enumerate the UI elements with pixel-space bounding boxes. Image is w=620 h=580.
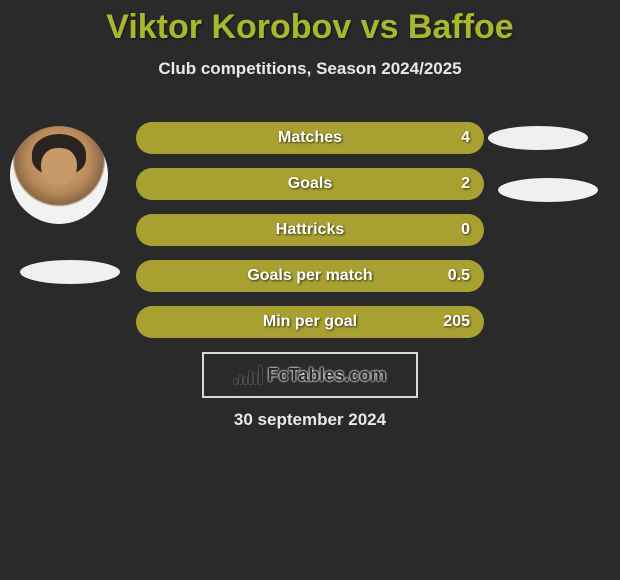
stat-value: 2 bbox=[461, 175, 470, 193]
stat-bar: Goals per match 0.5 bbox=[136, 260, 484, 292]
page-title: Viktor Korobov vs Baffoe bbox=[0, 0, 620, 47]
stat-bar: Min per goal 205 bbox=[136, 306, 484, 338]
stat-value: 0.5 bbox=[448, 267, 470, 285]
fctables-logo: FcTables.com bbox=[202, 352, 418, 398]
stat-bar: Hattricks 0 bbox=[136, 214, 484, 246]
stat-bar: Goals 2 bbox=[136, 168, 484, 200]
logo-text: FcTables.com bbox=[268, 365, 387, 386]
stat-label: Hattricks bbox=[276, 221, 344, 239]
stat-label: Goals bbox=[288, 175, 332, 193]
stat-label: Goals per match bbox=[247, 267, 372, 285]
avatar-shadow-right-1 bbox=[488, 126, 588, 150]
player-avatar-left bbox=[10, 126, 108, 224]
stat-bar: Matches 4 bbox=[136, 122, 484, 154]
stats-bars: Matches 4 Goals 2 Hattricks 0 Goals per … bbox=[136, 122, 484, 352]
stat-label: Matches bbox=[278, 129, 342, 147]
avatar-shadow-right-2 bbox=[498, 178, 598, 202]
stat-value: 0 bbox=[461, 221, 470, 239]
stat-value: 4 bbox=[461, 129, 470, 147]
stat-value: 205 bbox=[443, 313, 470, 331]
subtitle: Club competitions, Season 2024/2025 bbox=[0, 59, 620, 79]
avatar-shadow-left bbox=[20, 260, 120, 284]
logo-chart-icon bbox=[234, 366, 262, 384]
stat-label: Min per goal bbox=[263, 313, 357, 331]
date-label: 30 september 2024 bbox=[0, 410, 620, 430]
